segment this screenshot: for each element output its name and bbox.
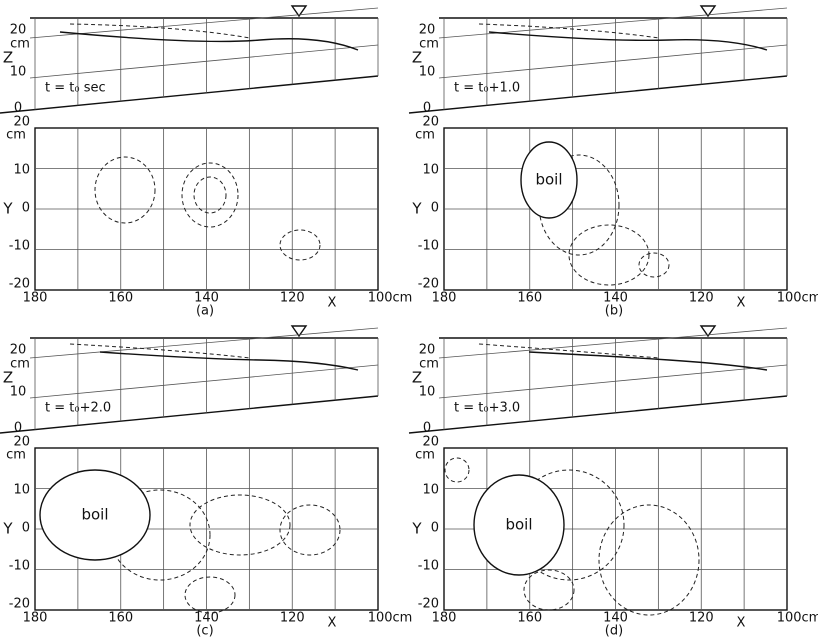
time-label: t = t₀+3.0 <box>454 401 520 416</box>
y-tick-label: 0 <box>22 201 30 216</box>
y-tick-label: -20 <box>418 277 439 292</box>
z-tick-label: 0 <box>423 101 431 116</box>
x-label: X <box>328 616 337 631</box>
surface-profile <box>60 32 358 50</box>
x-tick-label: 180 <box>432 611 457 626</box>
boil-label: boil <box>505 516 532 534</box>
dashed-contour <box>182 163 238 227</box>
panel-label: (c) <box>196 624 213 639</box>
dashed-contour <box>194 177 226 213</box>
dashed-contour <box>639 253 669 277</box>
grid-line <box>439 328 787 358</box>
y-tick-label: 0 <box>22 521 30 536</box>
z-label: Z <box>412 49 422 67</box>
y-label: Y <box>2 200 13 218</box>
x-tick-label: 100cm <box>777 611 818 626</box>
x-tick-label: 100cm <box>368 291 413 306</box>
z-tick-label: 20 <box>419 23 436 38</box>
y-tick-label: 10 <box>422 483 439 498</box>
time-label: t = t₀ sec <box>45 81 106 96</box>
y-tick-label: -10 <box>9 559 30 574</box>
y-label: Y <box>411 200 422 218</box>
grid-line <box>439 365 787 398</box>
y-tick-label: 0 <box>431 521 439 536</box>
x-tick-label: 160 <box>108 611 133 626</box>
z-tick-label: 20 <box>10 23 27 38</box>
z-tick-label: 10 <box>10 385 27 400</box>
y-tick-label: -20 <box>418 597 439 612</box>
z-label: Z <box>412 369 422 387</box>
z-tick-label: 10 <box>419 385 436 400</box>
dashed-contour <box>185 577 235 613</box>
grid-line <box>30 365 378 398</box>
panel: 20100cmZt = t₀ sec20100-10-20cmY18016014… <box>0 6 412 319</box>
dashed-contour <box>569 225 649 285</box>
x-tick-label: 100cm <box>368 611 413 626</box>
y-tick-label: 10 <box>422 163 439 178</box>
surface-profile <box>479 24 659 38</box>
y-tick-label: -20 <box>9 597 30 612</box>
z-tick-label: 0 <box>14 421 22 436</box>
panel-label: (a) <box>196 304 214 319</box>
boil-label: boil <box>81 506 108 524</box>
dashed-contour <box>280 505 340 555</box>
panel-label: (b) <box>605 304 623 319</box>
z-label: Z <box>3 49 13 67</box>
time-label: t = t₀+1.0 <box>454 81 520 96</box>
x-tick-label: 180 <box>23 291 48 306</box>
z-tick-label: 0 <box>14 101 22 116</box>
x-label: X <box>737 616 746 631</box>
x-tick-label: 160 <box>517 291 542 306</box>
dashed-contour <box>190 495 290 555</box>
y-tick-label: 0 <box>431 201 439 216</box>
dashed-contour <box>95 157 155 223</box>
x-label: X <box>328 296 337 311</box>
y-unit: cm <box>415 128 435 143</box>
x-label: X <box>737 296 746 311</box>
y-tick-label: -10 <box>9 239 30 254</box>
y-tick-label: -10 <box>418 559 439 574</box>
dashed-contour <box>280 230 320 260</box>
y-tick-label: -20 <box>9 277 30 292</box>
x-tick-label: 180 <box>23 611 48 626</box>
y-label: Y <box>2 520 13 538</box>
figure: 20100cmZt = t₀ sec20100-10-20cmY18016014… <box>0 0 818 639</box>
boil-label: boil <box>535 171 562 189</box>
x-tick-label: 100cm <box>777 291 818 306</box>
surface-profile <box>529 352 767 370</box>
y-label: Y <box>411 520 422 538</box>
x-tick-label: 180 <box>432 291 457 306</box>
time-label: t = t₀+2.0 <box>45 401 111 416</box>
x-tick-label: 120 <box>689 611 714 626</box>
z-label: Z <box>3 369 13 387</box>
x-tick-label: 160 <box>108 291 133 306</box>
dashed-contour <box>599 505 699 615</box>
y-tick-label: 10 <box>13 163 30 178</box>
grid-line <box>30 45 378 78</box>
grid-line <box>439 8 787 38</box>
y-unit: cm <box>415 448 435 463</box>
y-unit: cm <box>6 448 26 463</box>
z-tick-label: 20 <box>419 343 436 358</box>
y-unit: cm <box>6 128 26 143</box>
panel-label: (d) <box>605 624 623 639</box>
z-tick-label: 20 <box>10 343 27 358</box>
grid-line <box>439 45 787 78</box>
dashed-contour <box>445 458 469 482</box>
y-tick-label: -10 <box>418 239 439 254</box>
z-tick-label: 10 <box>10 65 27 80</box>
z-tick-label: 0 <box>423 421 431 436</box>
surface-profile <box>479 344 659 358</box>
x-tick-label: 120 <box>280 291 305 306</box>
surface-profile <box>100 352 358 370</box>
x-tick-label: 120 <box>280 611 305 626</box>
z-tick-label: 10 <box>419 65 436 80</box>
x-tick-label: 160 <box>517 611 542 626</box>
y-tick-label: 10 <box>13 483 30 498</box>
x-tick-label: 120 <box>689 291 714 306</box>
surface-profile <box>489 32 767 50</box>
